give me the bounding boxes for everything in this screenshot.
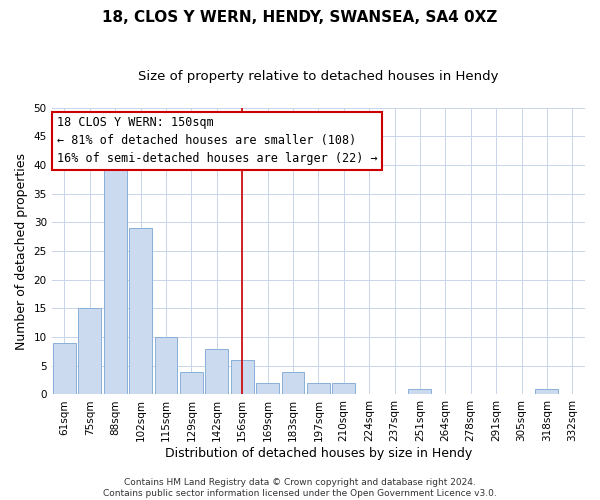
- Bar: [535, 388, 559, 394]
- Title: Size of property relative to detached houses in Hendy: Size of property relative to detached ho…: [138, 70, 499, 83]
- Bar: [79, 308, 101, 394]
- Text: 18, CLOS Y WERN, HENDY, SWANSEA, SA4 0XZ: 18, CLOS Y WERN, HENDY, SWANSEA, SA4 0XZ: [103, 10, 497, 25]
- Bar: [205, 348, 228, 395]
- Bar: [409, 388, 431, 394]
- X-axis label: Distribution of detached houses by size in Hendy: Distribution of detached houses by size …: [165, 447, 472, 460]
- Bar: [231, 360, 254, 394]
- Bar: [155, 337, 178, 394]
- Bar: [180, 372, 203, 394]
- Bar: [332, 383, 355, 394]
- Bar: [53, 343, 76, 394]
- Bar: [256, 383, 279, 394]
- Bar: [307, 383, 330, 394]
- Text: Contains HM Land Registry data © Crown copyright and database right 2024.
Contai: Contains HM Land Registry data © Crown c…: [103, 478, 497, 498]
- Y-axis label: Number of detached properties: Number of detached properties: [15, 152, 28, 350]
- Bar: [281, 372, 304, 394]
- Bar: [104, 165, 127, 394]
- Text: 18 CLOS Y WERN: 150sqm
← 81% of detached houses are smaller (108)
16% of semi-de: 18 CLOS Y WERN: 150sqm ← 81% of detached…: [57, 116, 377, 166]
- Bar: [129, 228, 152, 394]
